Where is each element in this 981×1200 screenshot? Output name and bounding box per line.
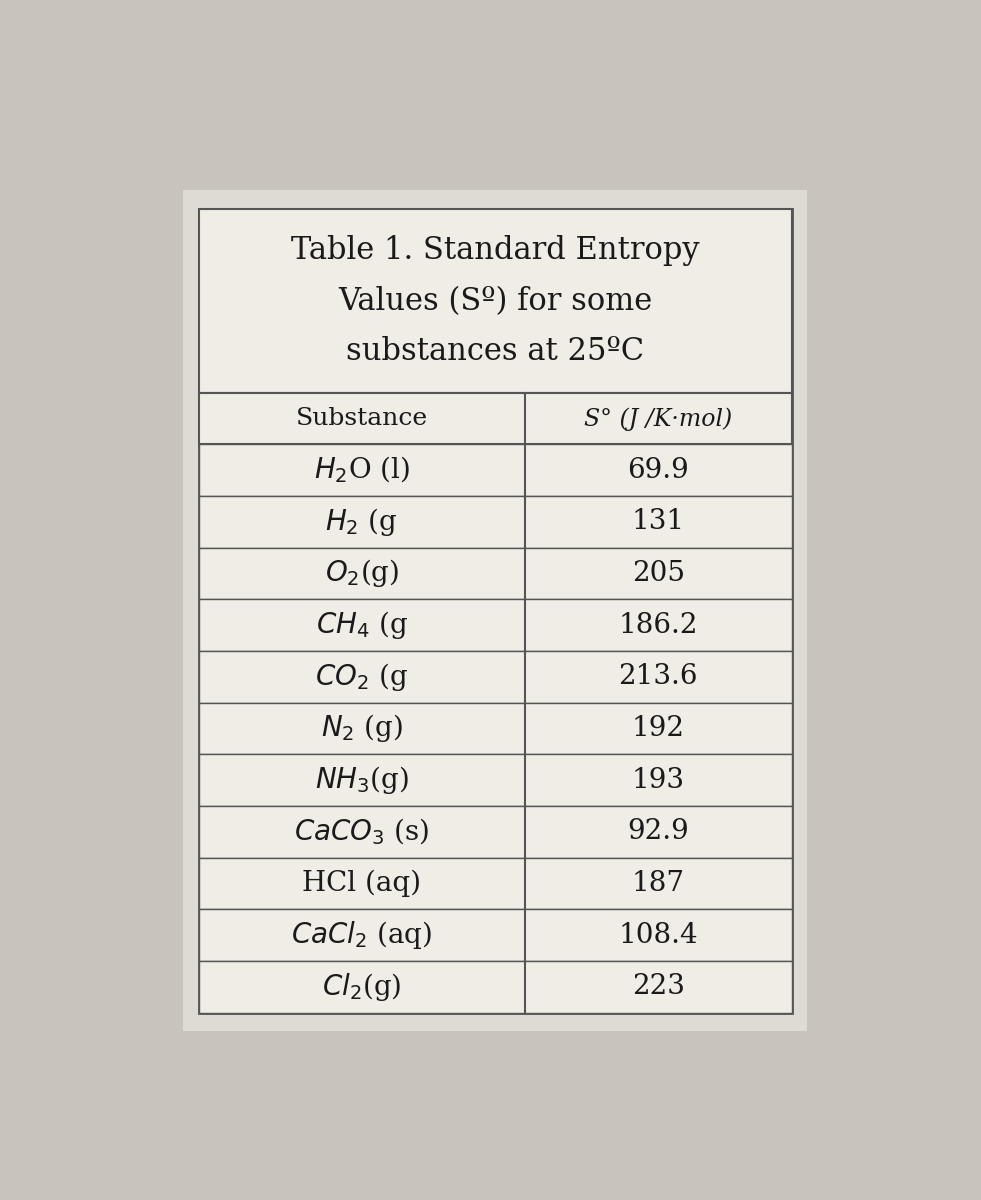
Bar <box>198 209 792 1013</box>
Text: $H_{2}$O (l): $H_{2}$O (l) <box>314 455 410 486</box>
Bar <box>198 806 792 858</box>
Bar <box>198 650 792 703</box>
Bar <box>198 209 792 394</box>
Bar <box>198 599 792 650</box>
Text: 187: 187 <box>632 870 685 896</box>
Text: $H_{2}$ (g: $H_{2}$ (g <box>326 505 398 538</box>
Bar <box>198 547 792 599</box>
Text: HCl (aq): HCl (aq) <box>302 870 421 898</box>
Bar <box>198 755 792 806</box>
Text: 223: 223 <box>632 973 685 1001</box>
Text: substances at 25ºC: substances at 25ºC <box>346 336 645 367</box>
Bar <box>198 496 792 547</box>
Text: $NH_{3}$(g): $NH_{3}$(g) <box>315 764 409 796</box>
Text: 108.4: 108.4 <box>618 922 698 948</box>
Bar <box>198 394 792 444</box>
Text: 192: 192 <box>632 715 685 742</box>
Text: $N_{2}$ (g): $N_{2}$ (g) <box>321 713 403 744</box>
Text: 186.2: 186.2 <box>618 612 698 638</box>
Bar <box>198 961 792 1013</box>
Text: $CO_{2}$ (g: $CO_{2}$ (g <box>315 661 408 692</box>
Text: $CH_{4}$ (g: $CH_{4}$ (g <box>316 610 408 641</box>
Text: $CaCl_{2}$ (aq): $CaCl_{2}$ (aq) <box>291 919 433 952</box>
Bar <box>183 190 807 1031</box>
Text: $CaCO_{3}$ (s): $CaCO_{3}$ (s) <box>294 816 430 847</box>
Text: $Cl_{2}$(g): $Cl_{2}$(g) <box>322 971 401 1003</box>
Text: 92.9: 92.9 <box>628 818 689 845</box>
Text: 69.9: 69.9 <box>628 457 689 484</box>
Text: Table 1. Standard Entropy: Table 1. Standard Entropy <box>290 235 699 266</box>
Text: 205: 205 <box>632 560 685 587</box>
Bar <box>198 444 792 496</box>
Text: 213.6: 213.6 <box>618 664 698 690</box>
Text: 193: 193 <box>632 767 685 793</box>
Text: Values (Sº) for some: Values (Sº) for some <box>338 286 652 317</box>
Bar <box>198 703 792 755</box>
Bar <box>198 910 792 961</box>
Text: $O_{2}$(g): $O_{2}$(g) <box>325 558 399 589</box>
Text: S° (J /K·mol): S° (J /K·mol) <box>584 407 733 431</box>
Text: 131: 131 <box>632 509 685 535</box>
Text: Substance: Substance <box>295 407 428 431</box>
Bar <box>198 858 792 910</box>
